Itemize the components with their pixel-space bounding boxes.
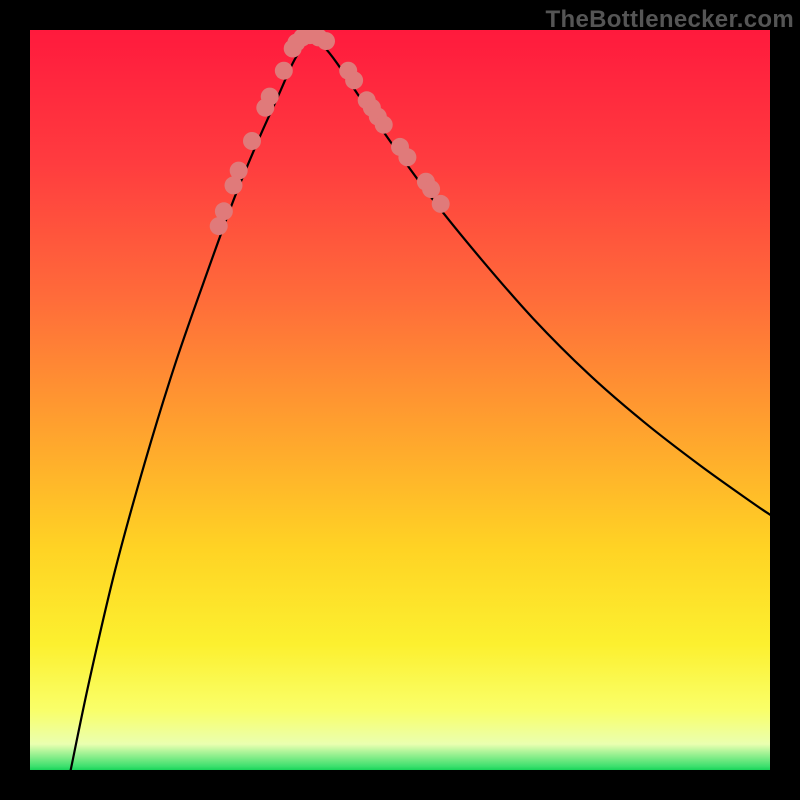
watermark-text: TheBottlenecker.com xyxy=(546,6,794,34)
data-marker xyxy=(317,32,335,50)
data-marker xyxy=(432,195,450,213)
data-marker xyxy=(230,162,248,180)
marker-group xyxy=(210,30,450,235)
data-marker xyxy=(275,62,293,80)
data-marker xyxy=(345,71,363,89)
plot-area xyxy=(30,30,770,770)
data-marker xyxy=(422,180,440,198)
curve-left-branch xyxy=(71,36,312,770)
data-marker xyxy=(398,148,416,166)
chart-frame: TheBottlenecker.com xyxy=(0,0,800,800)
data-marker xyxy=(261,88,279,106)
data-marker xyxy=(375,116,393,134)
data-marker xyxy=(215,202,233,220)
v-curve-layer xyxy=(30,30,770,770)
data-marker xyxy=(243,132,261,150)
